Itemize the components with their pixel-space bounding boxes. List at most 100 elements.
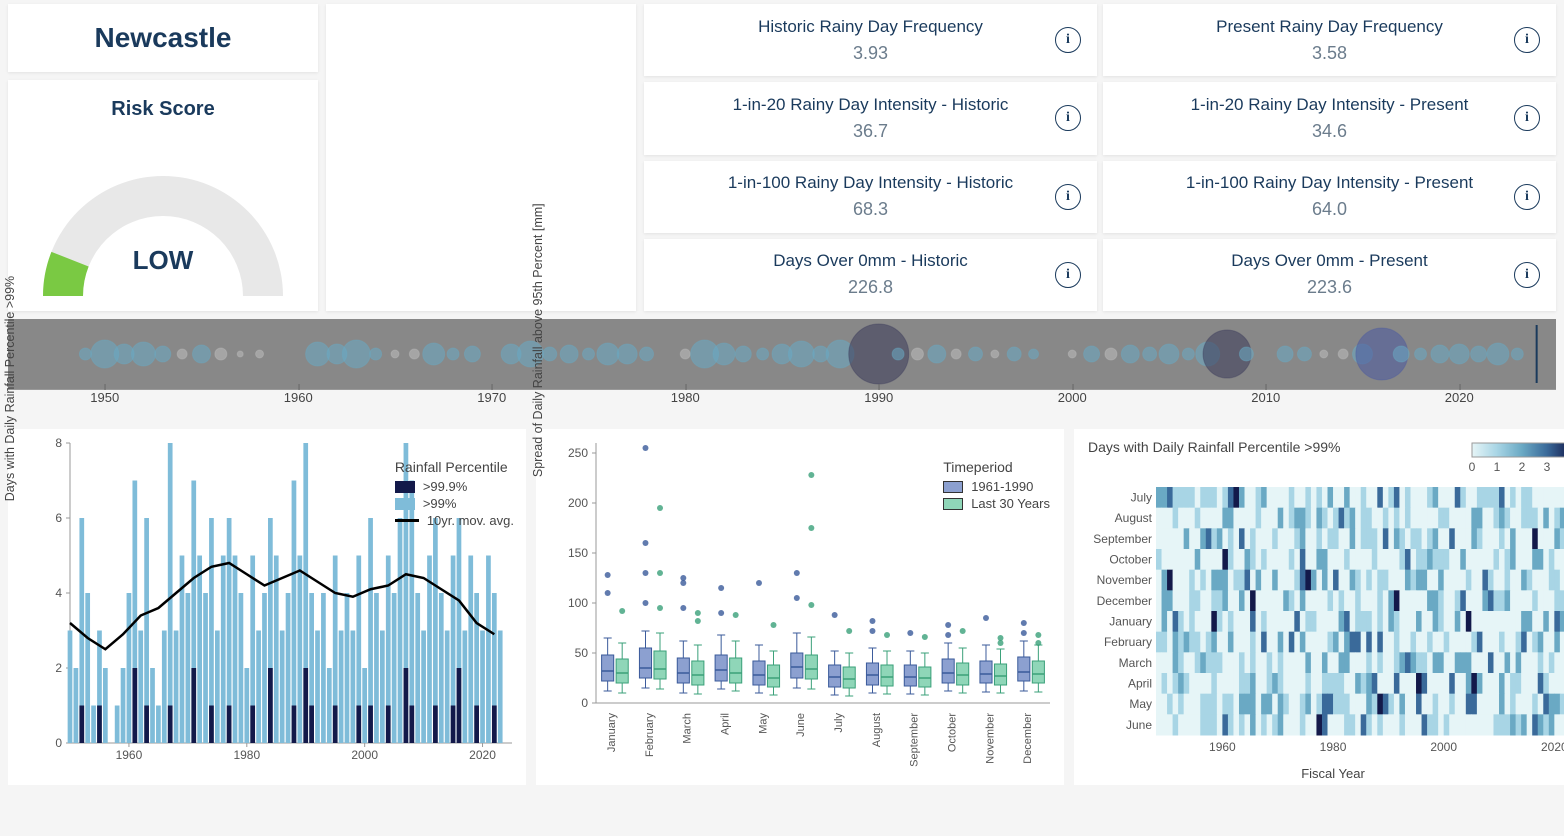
svg-text:June: June (795, 713, 807, 737)
risk-label: LOW (8, 245, 318, 276)
svg-text:100: 100 (568, 596, 588, 610)
svg-text:March: March (1119, 656, 1152, 670)
legend-row: >99% (395, 496, 514, 511)
svg-text:August: August (1115, 511, 1153, 525)
heatmap-panel: Days with Daily Rainfall Percentile >99%… (1074, 429, 1564, 785)
info-icon[interactable]: i (1514, 262, 1540, 288)
svg-text:50: 50 (575, 646, 589, 660)
info-icon[interactable]: i (1055, 27, 1081, 53)
svg-text:October: October (1109, 552, 1152, 566)
svg-text:1980: 1980 (233, 748, 260, 762)
stat-value: 3.58 (1312, 43, 1347, 64)
heatmap-title: Days with Daily Rainfall Percentile >99% (1088, 439, 1341, 455)
legend-row: 10yr. mov. avg. (395, 513, 514, 528)
stat-title: Days Over 0mm - Historic (773, 251, 968, 271)
info-icon[interactable]: i (1055, 262, 1081, 288)
box-legend: Timeperiod 1961-1990 Last 30 Years (943, 459, 1050, 513)
box-chart-panel: Spread of Daily Rainfall above 95th Perc… (536, 429, 1064, 785)
svg-text:January: January (606, 713, 618, 753)
stat-card: 1-in-100 Rainy Day Intensity - Historic6… (644, 161, 1097, 233)
bubble-timeline[interactable] (8, 319, 1556, 389)
svg-text:2: 2 (1519, 460, 1526, 474)
svg-text:2000: 2000 (1430, 740, 1457, 754)
location-card: Newcastle (8, 4, 318, 72)
stat-card: Days Over 0mm - Present 223.6 i (1103, 239, 1556, 311)
svg-text:August: August (871, 713, 883, 747)
timeline-tick: 1970 (477, 390, 506, 405)
svg-text:2020: 2020 (469, 748, 496, 762)
timeline-tick: 1960 (284, 390, 313, 405)
svg-text:0: 0 (581, 696, 588, 710)
svg-text:November: November (984, 713, 996, 764)
svg-text:December: December (1097, 594, 1152, 608)
svg-text:January: January (1109, 614, 1152, 628)
stat-value: 68.3 (853, 199, 888, 220)
info-icon[interactable]: i (1055, 184, 1081, 210)
stat-card: Present Rainy Day Frequency 3.58 i (1103, 4, 1556, 76)
risk-card: Risk Score LOW (8, 80, 318, 311)
stat-card: Historic Rainy Day Frequency 3.93 i (644, 4, 1097, 76)
info-icon[interactable]: i (1055, 105, 1081, 131)
svg-text:1960: 1960 (1209, 740, 1236, 754)
stat-value: 223.6 (1307, 277, 1352, 298)
bar-chart-panel: Days with Daily Rainfall Percentile >99%… (8, 429, 526, 785)
spacer-panel (326, 4, 636, 311)
svg-text:150: 150 (568, 546, 588, 560)
stat-value: 3.93 (853, 43, 888, 64)
svg-text:September: September (1093, 532, 1152, 546)
stat-card: 1-in-100 Rainy Day Intensity - Present64… (1103, 161, 1556, 233)
svg-text:0: 0 (1469, 460, 1476, 474)
svg-text:1: 1 (1494, 460, 1501, 474)
svg-text:March: March (682, 713, 694, 744)
timeline-tick: 1980 (671, 390, 700, 405)
stat-title: Days Over 0mm - Present (1231, 251, 1428, 271)
svg-text:2000: 2000 (351, 748, 378, 762)
svg-text:3: 3 (1544, 460, 1551, 474)
svg-text:July: July (1131, 490, 1152, 504)
svg-text:April: April (719, 713, 731, 735)
timeline-tick: 1990 (864, 390, 893, 405)
location-title: Newcastle (8, 22, 318, 54)
bar-legend: Rainfall Percentile >99.9% >99% 10yr. mov. … (395, 459, 514, 530)
svg-text:July: July (833, 713, 845, 733)
box-y-label: Spread of Daily Rainfall above 95th Perc… (531, 203, 545, 477)
risk-gauge: LOW (8, 141, 318, 301)
stat-value: 34.6 (1312, 121, 1347, 142)
svg-text:250: 250 (568, 446, 588, 460)
svg-text:February: February (644, 713, 656, 758)
stat-card: Days Over 0mm - Historic 226.8 i (644, 239, 1097, 311)
heat-x-label: Fiscal Year (1078, 766, 1564, 781)
info-icon[interactable]: i (1514, 105, 1540, 131)
svg-text:200: 200 (568, 496, 588, 510)
stat-value: 64.0 (1312, 199, 1347, 220)
info-icon[interactable]: i (1514, 27, 1540, 53)
svg-text:6: 6 (55, 511, 62, 525)
svg-text:May: May (757, 713, 769, 734)
legend-row: >99.9% (395, 479, 514, 494)
timeline-tick: 2020 (1445, 390, 1474, 405)
svg-text:October: October (946, 713, 958, 752)
legend-title: Timeperiod (943, 459, 1050, 475)
bar-y-label: Days with Daily Rainfall Percentile >99% (3, 276, 17, 501)
svg-text:1980: 1980 (1320, 740, 1347, 754)
legend-row: Last 30 Years (943, 496, 1050, 511)
svg-text:8: 8 (55, 436, 62, 450)
svg-text:April: April (1128, 676, 1152, 690)
stat-value: 226.8 (848, 277, 893, 298)
colorbar: 01234 (1468, 439, 1564, 479)
stat-title: Historic Rainy Day Frequency (758, 17, 983, 37)
svg-text:0: 0 (55, 736, 62, 750)
info-icon[interactable]: i (1514, 184, 1540, 210)
svg-text:November: November (1097, 573, 1152, 587)
stat-title: 1-in-20 Rainy Day Intensity - Historic (733, 95, 1009, 115)
stat-value: 36.7 (853, 121, 888, 142)
svg-text:December: December (1022, 713, 1034, 764)
stat-title: Present Rainy Day Frequency (1216, 17, 1443, 37)
timeline-axis: 19501960197019801990200020102020 (8, 389, 1556, 419)
stat-title: 1-in-20 Rainy Day Intensity - Present (1191, 95, 1469, 115)
risk-title: Risk Score (8, 98, 318, 121)
legend-title: Rainfall Percentile (395, 459, 514, 475)
svg-text:February: February (1104, 635, 1152, 649)
legend-row: 1961-1990 (943, 479, 1050, 494)
stat-card: 1-in-20 Rainy Day Intensity - Present 34.… (1103, 82, 1556, 154)
